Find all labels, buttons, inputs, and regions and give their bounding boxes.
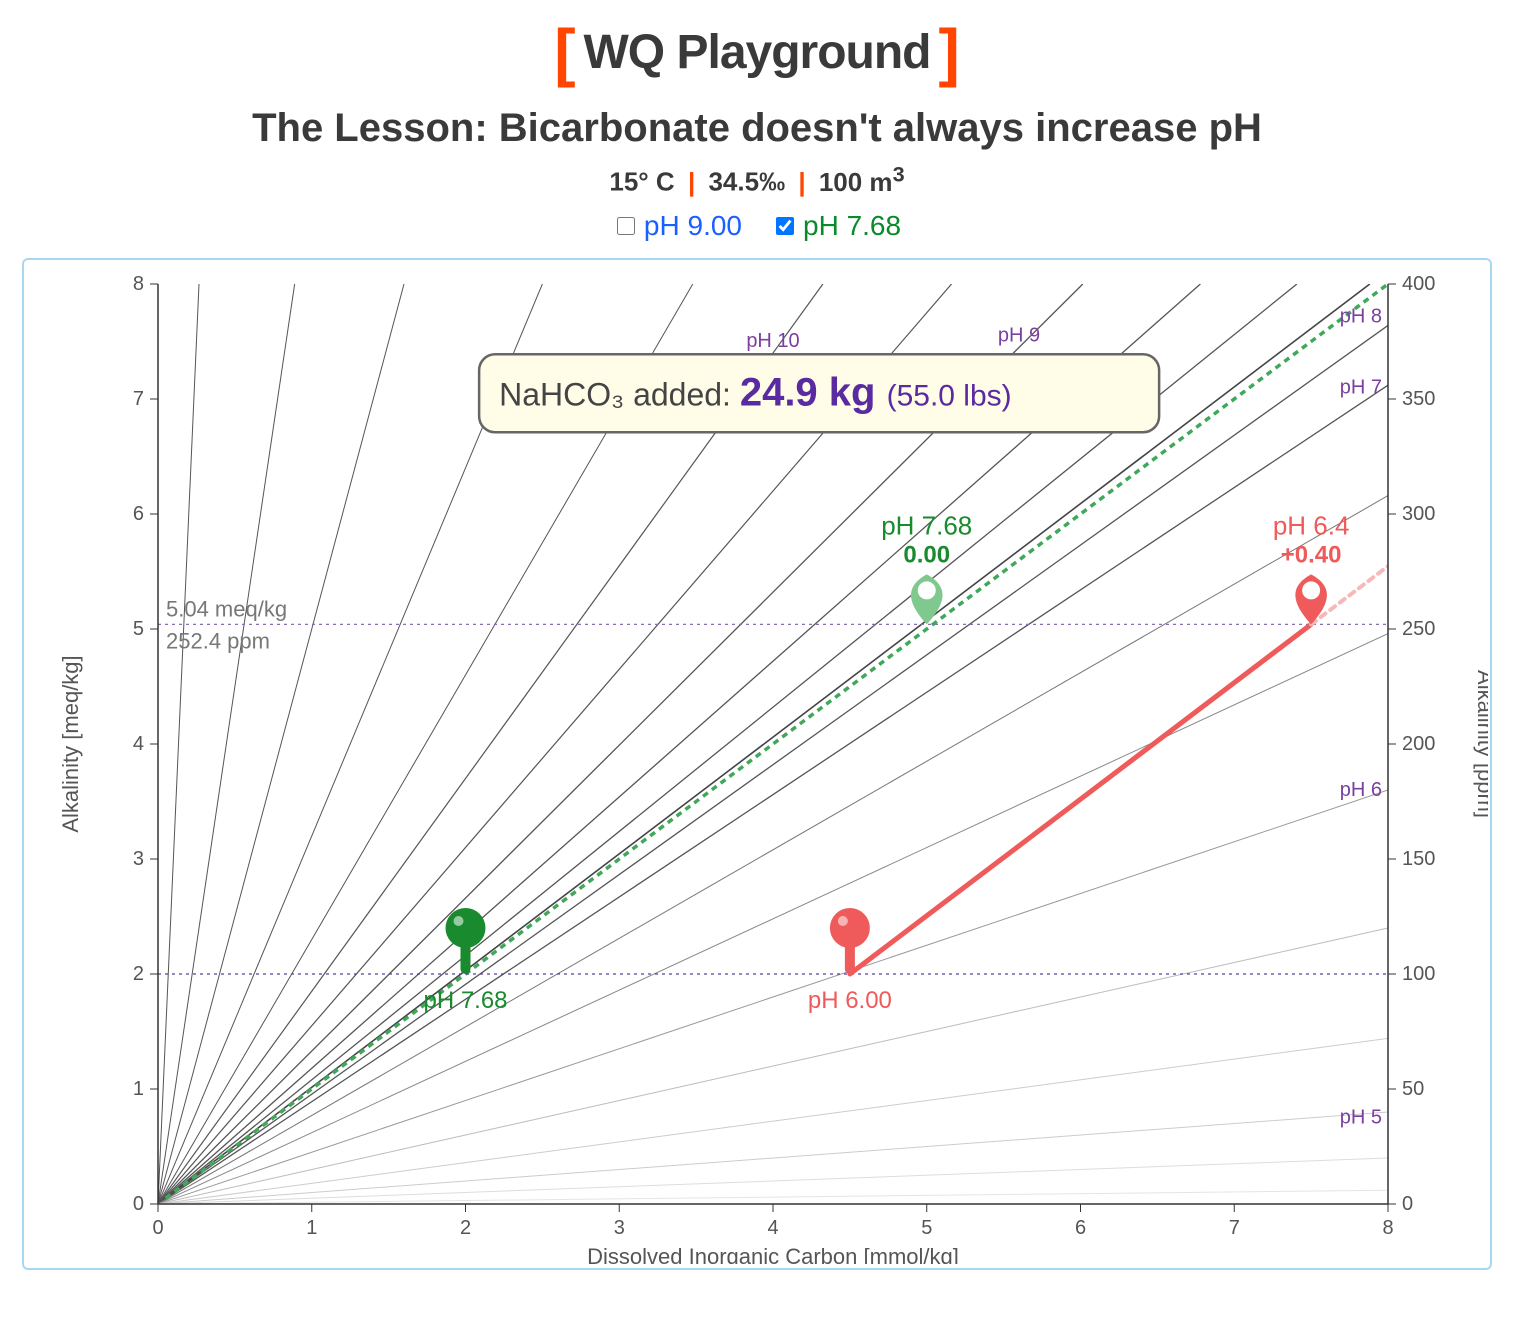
svg-text:5: 5 xyxy=(133,618,144,640)
logo-text: WQ Playground xyxy=(584,25,931,80)
cond-sep: | xyxy=(688,167,695,197)
svg-text:4: 4 xyxy=(133,733,144,755)
checkbox-ph768-label: pH 7.68 xyxy=(803,210,901,242)
cond-sep: | xyxy=(798,167,805,197)
svg-text:pH 6.00: pH 6.00 xyxy=(808,987,892,1014)
svg-text:0: 0 xyxy=(133,1193,144,1215)
svg-text:3: 3 xyxy=(614,1217,625,1239)
svg-text:0: 0 xyxy=(1402,1193,1413,1215)
svg-text:6: 6 xyxy=(1075,1217,1086,1239)
svg-text:252.4 ppm: 252.4 ppm xyxy=(166,628,270,653)
conditions-line: 15° C | 34.5‰ | 100 m3 xyxy=(609,161,904,198)
checkbox-ph900[interactable]: pH 9.00 xyxy=(613,210,742,242)
chart-container: pH 11pH 10pH 9pH 8pH 7pH 6pH 55.04 meq/k… xyxy=(22,258,1492,1270)
checkbox-ph768-input[interactable] xyxy=(776,217,794,235)
checkbox-ph900-input[interactable] xyxy=(617,217,635,235)
logo: [ WQ Playground ] xyxy=(554,20,960,84)
svg-text:pH 7.68: pH 7.68 xyxy=(881,510,972,540)
svg-text:250: 250 xyxy=(1402,618,1435,640)
svg-text:200: 200 xyxy=(1402,733,1435,755)
bracket-right: ] xyxy=(939,20,960,84)
svg-text:5: 5 xyxy=(921,1217,932,1239)
svg-text:Alkalinity [ppm]: Alkalinity [ppm] xyxy=(1473,670,1488,818)
svg-text:3: 3 xyxy=(133,848,144,870)
checkbox-ph900-label: pH 9.00 xyxy=(644,210,742,242)
svg-text:Alkalinity [meq/kg]: Alkalinity [meq/kg] xyxy=(58,655,83,832)
svg-text:1: 1 xyxy=(306,1217,317,1239)
svg-text:300: 300 xyxy=(1402,503,1435,525)
svg-text:400: 400 xyxy=(1402,273,1435,295)
svg-text:pH 6: pH 6 xyxy=(1340,778,1382,800)
svg-text:1: 1 xyxy=(133,1078,144,1100)
svg-text:350: 350 xyxy=(1402,388,1435,410)
svg-text:8: 8 xyxy=(1382,1217,1393,1239)
svg-text:2: 2 xyxy=(460,1217,471,1239)
svg-text:8: 8 xyxy=(133,273,144,295)
svg-text:2: 2 xyxy=(133,963,144,985)
svg-text:+0.40: +0.40 xyxy=(1281,541,1342,568)
svg-text:150: 150 xyxy=(1402,848,1435,870)
svg-text:pH 9: pH 9 xyxy=(998,324,1040,346)
svg-text:7: 7 xyxy=(1229,1217,1240,1239)
svg-text:6: 6 xyxy=(133,503,144,525)
lesson-title: The Lesson: Bicarbonate doesn't always i… xyxy=(252,106,1262,151)
cond-volume: 100 m3 xyxy=(819,167,905,197)
svg-text:Dissolved Inorganic Carbon [mm: Dissolved Inorganic Carbon [mmol/kg] xyxy=(587,1244,959,1264)
svg-text:7: 7 xyxy=(133,388,144,410)
svg-text:5.04 meq/kg: 5.04 meq/kg xyxy=(166,596,287,621)
svg-text:pH 7.68: pH 7.68 xyxy=(423,987,507,1014)
svg-text:0.00: 0.00 xyxy=(903,541,950,568)
chart-svg: pH 11pH 10pH 9pH 8pH 7pH 6pH 55.04 meq/k… xyxy=(28,264,1488,1264)
svg-text:pH 8: pH 8 xyxy=(1340,305,1382,327)
svg-text:4: 4 xyxy=(767,1217,778,1239)
svg-text:0: 0 xyxy=(152,1217,163,1239)
svg-text:50: 50 xyxy=(1402,1078,1424,1100)
checkbox-row: pH 9.00 pH 7.68 xyxy=(613,210,901,242)
svg-text:100: 100 xyxy=(1402,963,1435,985)
cond-salinity: 34.5‰ xyxy=(708,167,785,197)
svg-text:pH 6.4: pH 6.4 xyxy=(1273,510,1350,540)
cond-temp: 15° C xyxy=(609,167,674,197)
svg-text:pH 7: pH 7 xyxy=(1340,376,1382,398)
svg-text:pH 10: pH 10 xyxy=(746,330,799,352)
svg-text:pH 5: pH 5 xyxy=(1340,1106,1382,1128)
checkbox-ph768[interactable]: pH 7.68 xyxy=(772,210,901,242)
bracket-left: [ xyxy=(554,20,575,84)
